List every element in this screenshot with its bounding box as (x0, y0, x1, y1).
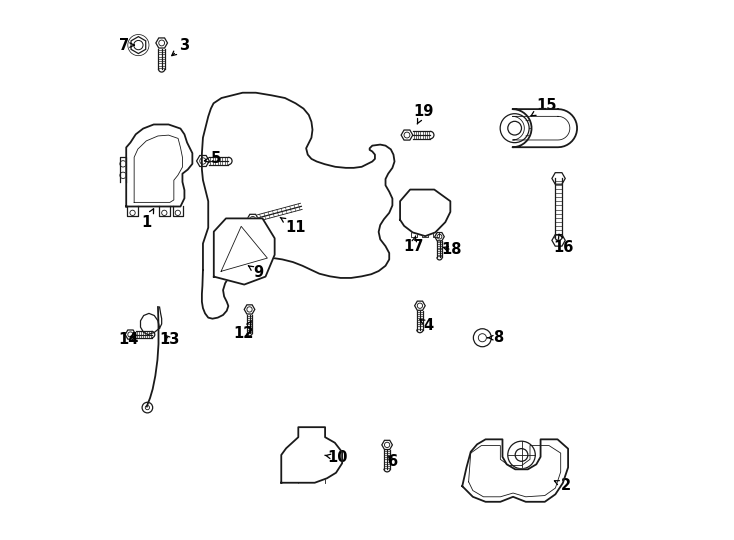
Text: 13: 13 (159, 332, 180, 347)
Polygon shape (512, 109, 577, 147)
Text: 16: 16 (553, 234, 574, 255)
Polygon shape (214, 218, 275, 285)
Text: 11: 11 (280, 218, 306, 235)
Polygon shape (281, 427, 342, 483)
Text: 9: 9 (248, 265, 264, 280)
Text: 14: 14 (119, 332, 139, 347)
Text: 8: 8 (487, 330, 504, 345)
Text: 15: 15 (531, 98, 557, 116)
Polygon shape (126, 124, 192, 206)
Text: 1: 1 (141, 209, 153, 230)
Polygon shape (202, 93, 394, 319)
Polygon shape (462, 440, 568, 502)
Text: 4: 4 (420, 318, 434, 333)
Text: 19: 19 (413, 104, 434, 124)
Text: 7: 7 (118, 38, 134, 52)
Text: 17: 17 (403, 236, 424, 254)
Text: 6: 6 (388, 454, 398, 469)
Text: 3: 3 (172, 38, 189, 56)
Text: 12: 12 (233, 321, 254, 341)
Text: 5: 5 (204, 151, 222, 166)
Text: 18: 18 (441, 242, 462, 258)
Text: 10: 10 (325, 450, 348, 465)
Polygon shape (400, 190, 451, 236)
Text: 2: 2 (554, 478, 570, 494)
